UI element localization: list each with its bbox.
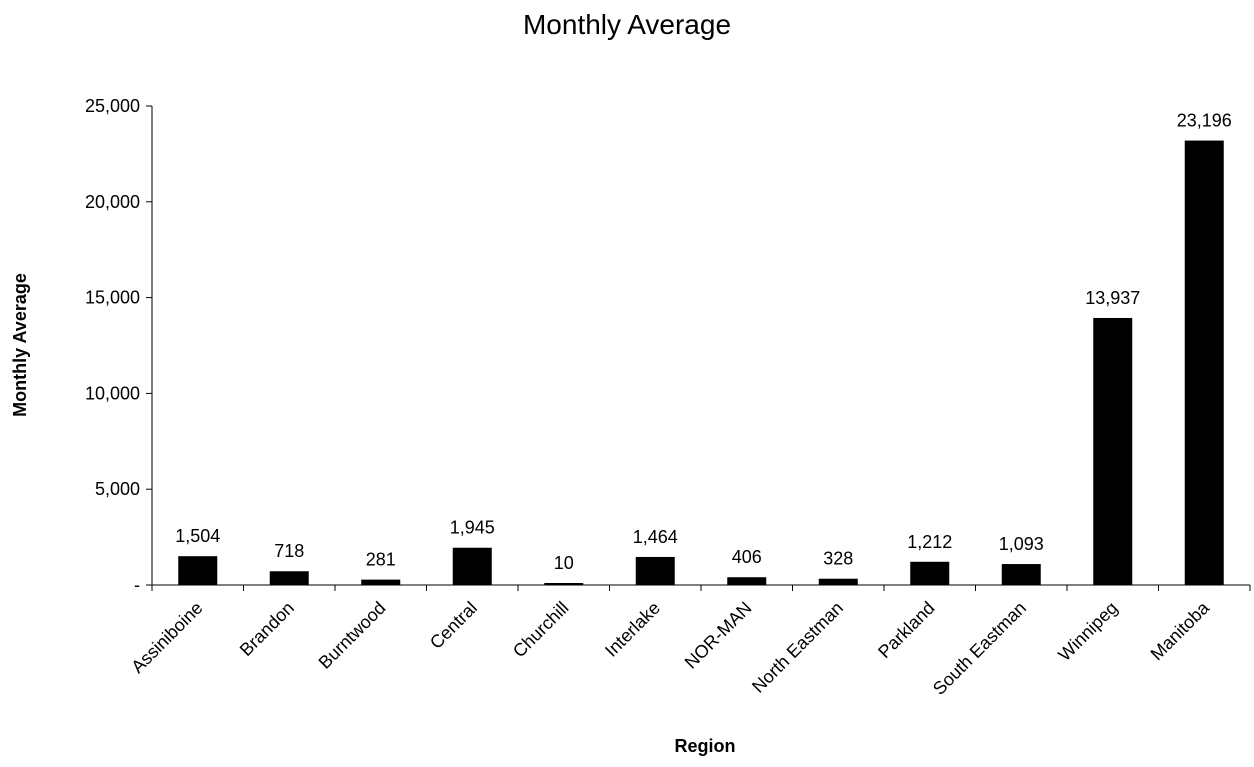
data-label: 328 [823, 549, 853, 569]
y-axis-title: Monthly Average [10, 273, 30, 417]
bar [910, 561, 950, 585]
x-tick-label: Manitoba [1147, 597, 1214, 664]
data-label: 1,464 [633, 527, 678, 547]
data-label: 1,504 [175, 526, 220, 546]
y-tick-label: 10,000 [85, 383, 140, 403]
x-tick-label: Brandon [236, 598, 298, 660]
axes [151, 106, 1250, 586]
data-label: 718 [274, 541, 304, 561]
bar [727, 577, 767, 585]
y-tick-label: 25,000 [85, 96, 140, 116]
bar [1184, 140, 1224, 585]
data-label: 10 [554, 553, 574, 573]
x-tick-label: NOR-MAN [681, 598, 756, 673]
x-tick-label: Churchill [509, 598, 573, 662]
bar [452, 547, 492, 585]
bar [1001, 564, 1041, 585]
bar [544, 583, 584, 585]
bar [818, 578, 858, 585]
x-tick-label: South Eastman [929, 598, 1030, 699]
data-label: 281 [366, 550, 396, 570]
y-tick-label: - [134, 575, 140, 595]
bar [1093, 317, 1133, 585]
x-tick-label: Central [426, 598, 481, 653]
x-tick-label: Parkland [874, 598, 938, 662]
bar [635, 556, 675, 585]
x-tick-label: North Eastman [748, 598, 847, 697]
chart-title: Monthly Average [523, 9, 731, 40]
y-axis-ticks: - 5,000 10,000 15,000 20,000 25,000 [85, 96, 152, 595]
x-axis-title: Region [675, 736, 736, 756]
bars [178, 140, 1224, 585]
x-tick-label: Interlake [601, 598, 664, 661]
data-label: 406 [732, 547, 762, 567]
data-labels: 1,504 718 281 1,945 10 1,464 406 328 1,212 1,093 1… [175, 111, 1232, 573]
bar [269, 571, 309, 585]
bar [178, 556, 218, 585]
data-label: 1,212 [907, 532, 952, 552]
data-label: 23,196 [1177, 111, 1232, 131]
y-tick-label: 15,000 [85, 288, 140, 308]
bar [361, 579, 401, 585]
x-axis-ticks: Assiniboine Brandon Burntwood Central Church… [127, 585, 1251, 699]
data-label: 13,937 [1085, 288, 1140, 308]
x-tick-label: Winnipeg [1054, 598, 1121, 665]
y-tick-label: 5,000 [95, 479, 140, 499]
data-label: 1,945 [450, 518, 495, 538]
x-tick-label: Assiniboine [127, 598, 206, 677]
y-tick-label: 20,000 [85, 192, 140, 212]
data-label: 1,093 [999, 534, 1044, 554]
x-tick-label: Burntwood [315, 598, 390, 673]
